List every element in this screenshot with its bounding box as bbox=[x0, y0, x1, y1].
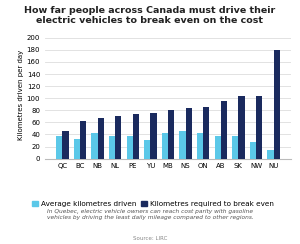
Bar bbox=[150, 113, 157, 159]
Bar bbox=[74, 139, 80, 159]
Bar bbox=[133, 114, 139, 159]
Text: electric vehicles to break even on the cost: electric vehicles to break even on the c… bbox=[37, 16, 263, 25]
Bar bbox=[186, 108, 192, 159]
Text: Source: LIRC: Source: LIRC bbox=[133, 236, 167, 241]
Bar bbox=[215, 136, 221, 159]
Bar bbox=[92, 133, 98, 159]
Bar bbox=[232, 136, 239, 159]
Bar bbox=[109, 136, 115, 159]
Bar bbox=[162, 133, 168, 159]
Bar bbox=[197, 133, 203, 159]
Bar bbox=[250, 142, 256, 159]
Bar bbox=[268, 150, 274, 159]
Text: In Quebec, electric vehicle owners can reach cost parity with gasoline
vehicles : In Quebec, electric vehicle owners can r… bbox=[46, 209, 253, 220]
Bar bbox=[256, 96, 262, 159]
Bar bbox=[203, 107, 209, 159]
Bar bbox=[144, 141, 150, 159]
Y-axis label: Kilometres driven per day: Kilometres driven per day bbox=[18, 50, 24, 140]
Bar bbox=[98, 118, 104, 159]
Bar bbox=[62, 132, 68, 159]
Legend: Average kilometres driven, Kilometres required to break even: Average kilometres driven, Kilometres re… bbox=[29, 198, 277, 210]
Bar bbox=[80, 121, 86, 159]
Bar bbox=[115, 116, 121, 159]
Bar bbox=[127, 136, 133, 159]
Bar bbox=[221, 101, 227, 159]
Bar bbox=[274, 50, 280, 159]
Bar bbox=[238, 96, 244, 159]
Bar bbox=[56, 136, 62, 159]
Bar bbox=[168, 110, 174, 159]
Text: How far people across Canada must drive their: How far people across Canada must drive … bbox=[24, 6, 276, 15]
Bar bbox=[179, 132, 186, 159]
